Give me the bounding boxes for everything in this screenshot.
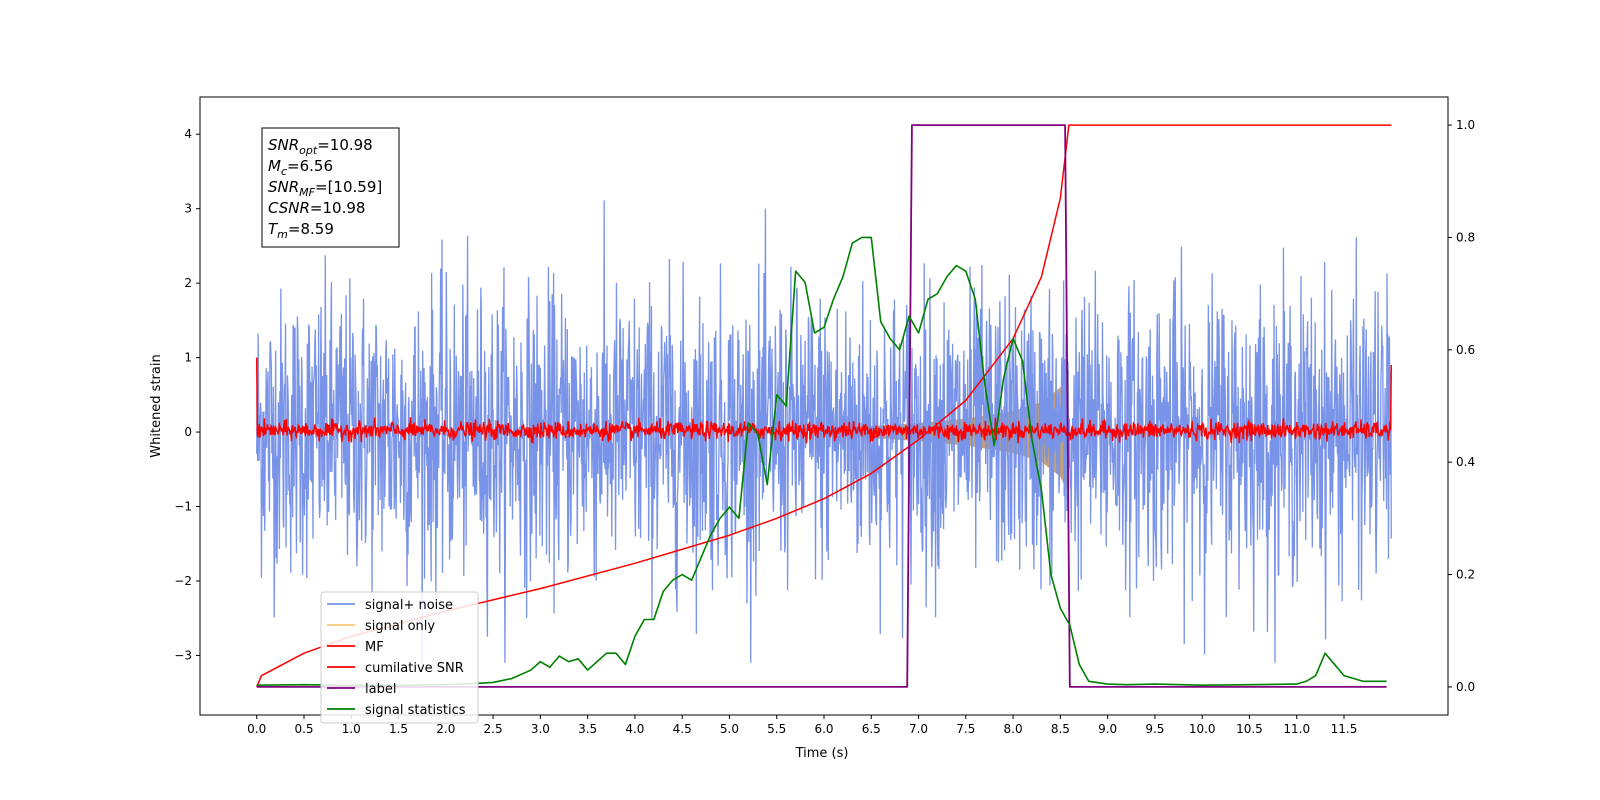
x-axis-label: Time (s) bbox=[795, 746, 849, 761]
x-tick-label: 8.0 bbox=[1004, 722, 1023, 736]
mf-layer bbox=[255, 357, 1393, 444]
legend: signal+ noise signal only MF cumilative SNR… bbox=[320, 591, 479, 724]
x-tick-label: 1.5 bbox=[389, 722, 408, 736]
x-tick-label: 9.0 bbox=[1098, 722, 1117, 736]
series-label bbox=[256, 124, 1387, 688]
legend-entry: cumilative SNR bbox=[365, 661, 464, 676]
y-tick-label: 2 bbox=[184, 276, 192, 290]
x-tick-label: 7.5 bbox=[956, 722, 975, 736]
x-tick-label: 2.5 bbox=[484, 722, 503, 736]
x-tick-label: 5.5 bbox=[767, 722, 786, 736]
stats-line: CSNR=10.98 bbox=[268, 199, 365, 217]
legend-frame bbox=[320, 591, 479, 724]
x-tick-label: 7.0 bbox=[909, 722, 928, 736]
y2-tick-label: 0.2 bbox=[1456, 568, 1475, 582]
x-tick-label: 11.5 bbox=[1331, 722, 1358, 736]
y-axis-left: −3 −2 −1 0 1 2 3 4 bbox=[174, 127, 200, 662]
legend-entry: MF bbox=[365, 640, 384, 655]
series-mf bbox=[255, 357, 1393, 444]
x-tick-label: 6.0 bbox=[814, 722, 833, 736]
y2-tick-label: 0.6 bbox=[1456, 343, 1475, 357]
x-tick-label: 8.5 bbox=[1051, 722, 1070, 736]
legend-entry: signal statistics bbox=[365, 703, 466, 718]
y2-tick-label: 0.8 bbox=[1456, 230, 1475, 244]
y-tick-label: 0 bbox=[184, 425, 192, 439]
y-tick-label: −2 bbox=[174, 574, 192, 588]
x-tick-label: 4.0 bbox=[625, 722, 644, 736]
stats-line: SNRMF=[10.59] bbox=[268, 178, 382, 199]
x-tick-label: 5.0 bbox=[720, 722, 739, 736]
x-tick-label: 11.0 bbox=[1283, 722, 1310, 736]
stats-line: Mc=6.56 bbox=[268, 157, 333, 178]
legend-entry: signal+ noise bbox=[365, 598, 453, 613]
x-tick-label: 9.5 bbox=[1145, 722, 1164, 736]
stats-line: Tm=8.59 bbox=[268, 220, 334, 241]
y-tick-label: 3 bbox=[184, 202, 192, 216]
series-signal-statistics bbox=[256, 236, 1387, 687]
stats-box: SNRopt=10.98Mc=6.56SNRMF=[10.59]CSNR=10.… bbox=[261, 127, 400, 248]
y2-tick-label: 0.4 bbox=[1456, 455, 1475, 469]
x-tick-label: 3.5 bbox=[578, 722, 597, 736]
x-tick-label: 6.5 bbox=[862, 722, 881, 736]
series-signal-noise bbox=[256, 200, 1392, 663]
x-tick-label: 3.0 bbox=[531, 722, 550, 736]
y2-tick-label: 1.0 bbox=[1456, 118, 1475, 132]
x-tick-label: 1.0 bbox=[342, 722, 361, 736]
x-tick-label: 10.0 bbox=[1189, 722, 1216, 736]
x-tick-label: 0.0 bbox=[247, 722, 266, 736]
x-tick-label: 4.5 bbox=[673, 722, 692, 736]
stats-line: SNRopt=10.98 bbox=[268, 136, 373, 157]
y-tick-label: −3 bbox=[174, 648, 192, 662]
y-axis-label: Whitened strain bbox=[149, 354, 164, 457]
x-tick-label: 2.0 bbox=[436, 722, 455, 736]
y-tick-label: −1 bbox=[174, 500, 192, 514]
x-tick-label: 0.5 bbox=[294, 722, 313, 736]
y-tick-label: 1 bbox=[184, 351, 192, 365]
y-tick-label: 4 bbox=[184, 127, 192, 141]
y2-tick-label: 0.0 bbox=[1456, 680, 1475, 694]
x-tick-label: 10.5 bbox=[1236, 722, 1263, 736]
legend-entry: signal only bbox=[365, 619, 435, 634]
x-axis: 0.0 0.5 1.0 1.5 2.0 2.5 3.0 3.5 4.0 4.5 5.0 5.5 6.0 6… bbox=[247, 715, 1357, 736]
signal-noise-layer bbox=[256, 200, 1392, 663]
legend-entry: label bbox=[365, 682, 396, 697]
stats-box-frame bbox=[261, 127, 400, 248]
y-axis-right: 0.0 0.2 0.4 0.6 0.8 1.0 bbox=[1448, 118, 1475, 694]
